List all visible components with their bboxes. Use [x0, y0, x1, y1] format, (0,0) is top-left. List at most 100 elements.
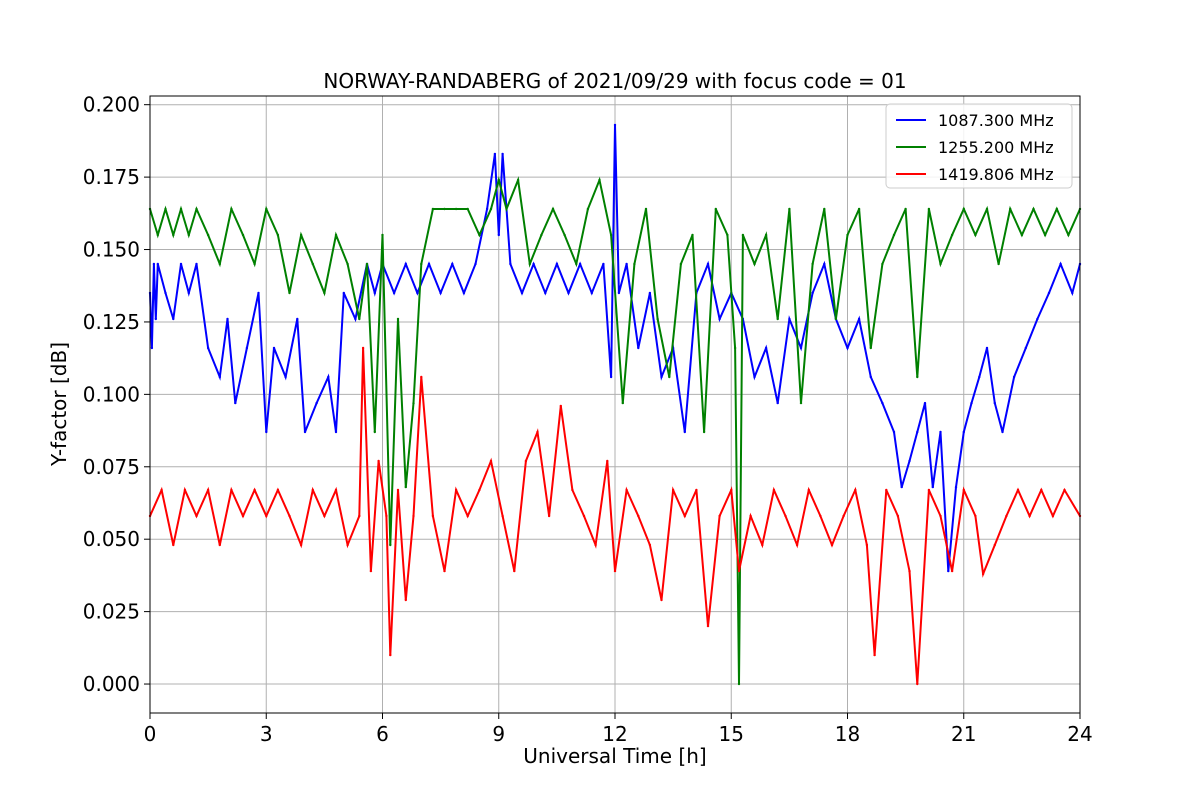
data-point: [431, 207, 435, 211]
data-point: [978, 375, 981, 379]
legend-item: 1087.300 MHz: [896, 111, 1054, 130]
x-tick-label: 15: [719, 722, 744, 746]
legend: 1087.300 MHz 1255.200 MHz 1419.806 MHz: [885, 103, 1073, 189]
data-point: [1043, 233, 1047, 237]
data-point: [904, 207, 907, 211]
data-point: [1001, 430, 1004, 434]
series-layer: [148, 123, 1082, 686]
data-point: [997, 262, 1000, 266]
data-point: [206, 346, 210, 350]
data-point: [633, 262, 636, 266]
data-point: [1055, 207, 1059, 211]
data-point: [939, 262, 942, 266]
data-point: [454, 488, 458, 492]
data-point: [695, 488, 698, 492]
data-point: [974, 233, 977, 237]
data-point: [590, 291, 593, 295]
data-point: [606, 459, 609, 463]
data-point: [311, 262, 314, 266]
data-point: [683, 514, 686, 518]
data-point: [737, 682, 741, 686]
data-point: [245, 346, 249, 350]
data-point: [625, 488, 628, 492]
series-2: [148, 346, 1082, 686]
data-point: [354, 317, 357, 321]
data-point: [609, 375, 613, 379]
data-point: [195, 207, 198, 211]
data-point: [257, 291, 260, 295]
data-point: [885, 488, 888, 492]
data-point: [571, 488, 574, 492]
data-point: [1047, 291, 1051, 295]
data-point: [381, 233, 384, 237]
data-point: [1028, 514, 1031, 518]
data-point: [540, 233, 543, 237]
y-tick-label: 0.100: [83, 382, 140, 406]
data-point: [150, 346, 154, 350]
data-point: [594, 543, 597, 547]
data-point: [668, 375, 671, 379]
data-point: [334, 430, 338, 434]
data-point: [776, 317, 779, 321]
data-point: [823, 262, 826, 266]
data-point: [916, 430, 919, 434]
y-axis-label: Y-factor [dB]: [47, 342, 71, 467]
data-point: [962, 207, 965, 211]
data-point: [404, 262, 407, 266]
data-point: [923, 401, 927, 405]
data-point: [443, 207, 446, 211]
data-point: [916, 682, 919, 686]
data-point: [179, 207, 183, 211]
tick-layer: 0 3 6 9 12 15 18 21 24 0.000 0.025 0.050 0.075 0.100 0…: [83, 93, 1093, 746]
data-point: [172, 317, 175, 321]
data-point: [365, 262, 369, 266]
data-point: [947, 569, 950, 573]
data-point: [443, 569, 446, 573]
data-point: [660, 598, 663, 602]
data-point: [288, 291, 291, 295]
data-point: [962, 488, 965, 492]
data-point: [373, 291, 376, 295]
data-point: [586, 207, 590, 211]
data-point: [509, 262, 512, 266]
data-point: [497, 233, 500, 237]
data-point: [609, 233, 613, 237]
data-point: [881, 401, 884, 405]
data-point: [334, 488, 338, 492]
series-line: [149, 176, 1081, 685]
legend-label: 1255.200 MHz: [938, 138, 1054, 157]
data-point: [334, 233, 338, 237]
data-point: [811, 262, 814, 266]
data-point: [536, 430, 539, 434]
x-tick-label: 9: [492, 722, 505, 746]
data-point: [567, 291, 570, 295]
data-point: [892, 430, 896, 434]
legend-item: 1419.806 MHz: [896, 165, 1054, 184]
data-point: [179, 262, 183, 266]
data-point: [772, 488, 776, 492]
y-tick-label: 0.125: [83, 310, 140, 334]
data-point: [706, 624, 710, 628]
data-point: [195, 514, 198, 518]
data-point: [908, 569, 911, 573]
data-point: [520, 291, 524, 295]
data-point: [908, 459, 911, 463]
data-point: [931, 485, 934, 489]
data-point: [389, 653, 392, 657]
data-point: [466, 207, 469, 211]
data-point: [683, 430, 686, 434]
data-point: [1036, 317, 1039, 321]
data-point: [846, 346, 849, 350]
data-point: [892, 233, 896, 237]
data-point: [361, 346, 365, 350]
data-point: [230, 488, 233, 492]
data-point: [575, 262, 578, 266]
data-point: [555, 262, 559, 266]
data-point: [916, 375, 919, 379]
data-point: [761, 543, 764, 547]
data-point: [276, 233, 280, 237]
data-point: [617, 291, 621, 295]
data-point: [299, 233, 303, 237]
